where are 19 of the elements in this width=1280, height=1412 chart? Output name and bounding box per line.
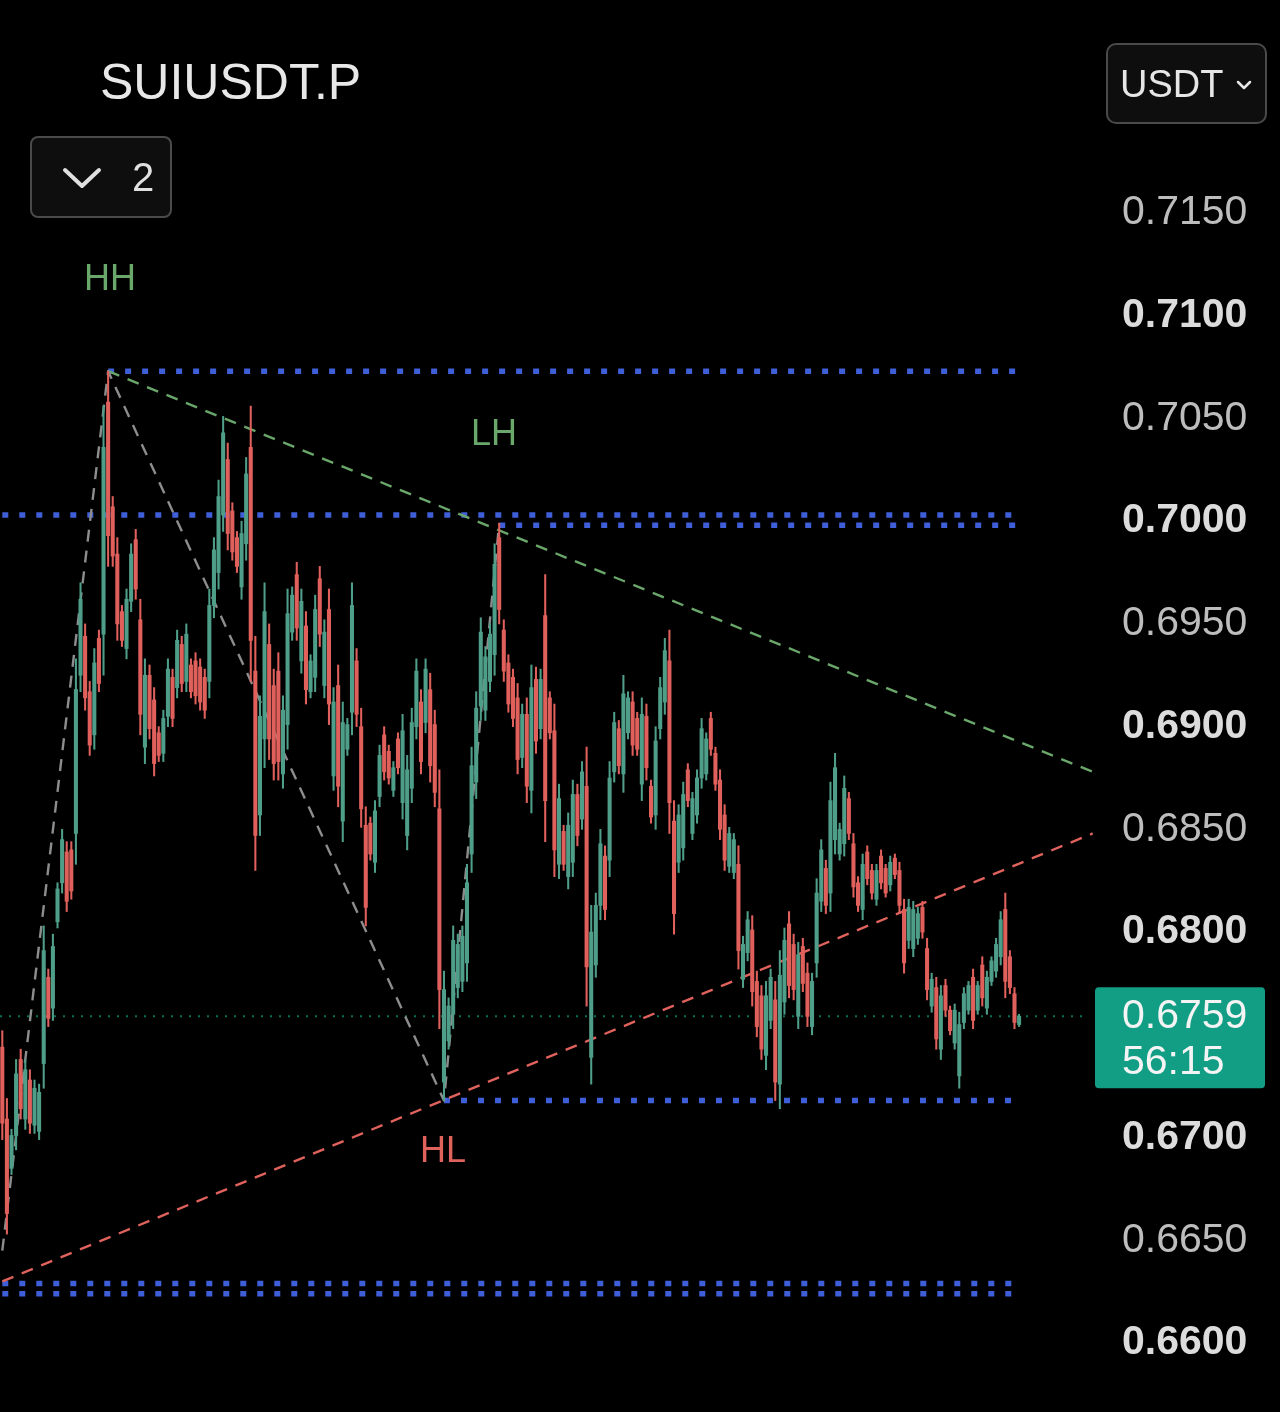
y-tick-label: 0.7150 (1122, 187, 1248, 234)
y-tick-label: 0.7100 (1122, 290, 1248, 337)
y-tick-label: 0.6800 (1122, 906, 1248, 953)
chart-title: SUIUSDT.P (100, 53, 362, 112)
y-tick-label: 0.6900 (1122, 700, 1248, 747)
y-tick-label: 0.6850 (1122, 803, 1248, 850)
y-tick-label: 0.6600 (1122, 1317, 1248, 1364)
annotation: HL (419, 1128, 467, 1170)
text: 56:15 (1122, 1036, 1225, 1083)
y-tick-label: 0.6650 (1122, 1214, 1248, 1261)
y-tick-label: 0.7050 (1122, 392, 1248, 439)
ref-line-label: 0.6759 (1122, 990, 1248, 1037)
text: 2 (132, 154, 155, 200)
y-tick-label: 0.6950 (1122, 598, 1248, 645)
y-tick-label: 0.6700 (1122, 1111, 1248, 1158)
annotation: LH (470, 411, 518, 453)
y-tick-label: 0.7000 (1122, 495, 1248, 542)
y-axis-title: USDT (1120, 62, 1224, 106)
annotation: HH (84, 256, 136, 298)
